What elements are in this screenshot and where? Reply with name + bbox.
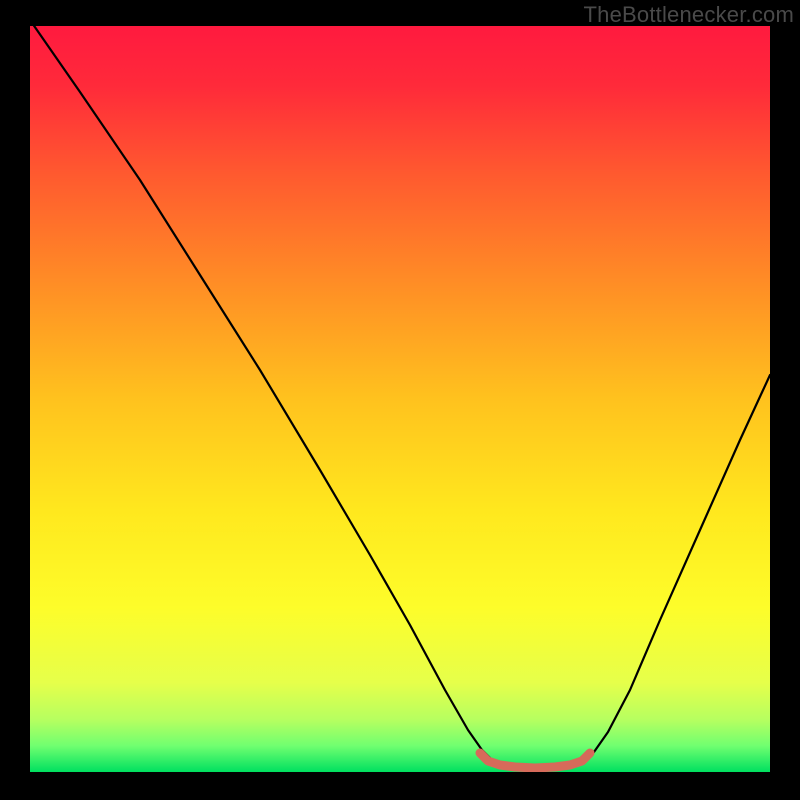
axis-border-bottom: [0, 772, 800, 800]
optimal-zone-marker: [480, 753, 590, 768]
watermark-label: TheBottlenecker.com: [584, 2, 794, 28]
chart-svg: [0, 0, 800, 800]
axis-border-right: [770, 0, 800, 800]
axis-border-left: [0, 0, 30, 800]
chart-frame: TheBottlenecker.com: [0, 0, 800, 800]
bottleneck-curve: [30, 20, 770, 768]
